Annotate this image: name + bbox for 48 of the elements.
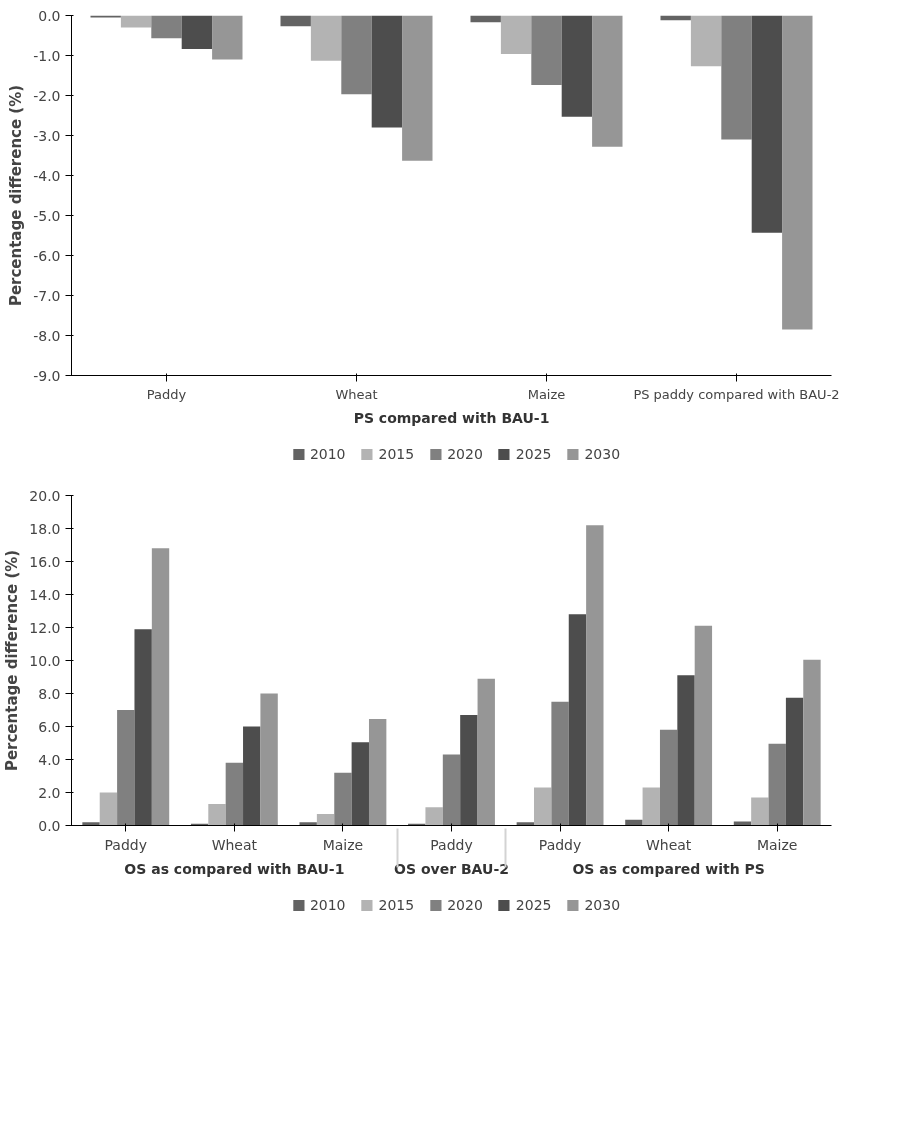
legend-label: 2010 — [309, 897, 346, 913]
y-tick-label: 18.0 — [29, 520, 61, 537]
text: OS as compared with BAU-1 — [124, 860, 345, 877]
legend-label: 2015 — [378, 897, 415, 913]
x-tick-label: Paddy — [538, 836, 582, 853]
x-tick-label: Maize — [322, 836, 364, 853]
legend-label: 2020 — [447, 446, 483, 462]
x-tick-label: Paddy — [430, 836, 473, 853]
text: PS compared with BAU-1 — [353, 409, 550, 426]
legend-label: 2010 — [309, 446, 346, 462]
x-tick-label: Paddy — [104, 836, 148, 853]
text: OS over BAU-2 — [394, 860, 509, 877]
y-tick-label: 2.0 — [38, 784, 61, 801]
legend-label: 2020 — [447, 897, 483, 913]
x-tick-label: Maize — [756, 836, 798, 853]
y-tick-label: 0.0 — [38, 7, 61, 24]
y-axis-title: Percentage difference (%) — [3, 549, 22, 772]
y-tick-label: 16.0 — [29, 553, 61, 570]
legend-label: 2025 — [515, 446, 552, 462]
legend-label: 2030 — [584, 446, 621, 462]
legend-label: 2015 — [378, 446, 415, 462]
y-axis-title: Percentage difference (%) — [7, 84, 26, 307]
x-tick-label: Maize — [527, 386, 566, 402]
y-tick-label: 0.0 — [38, 817, 61, 834]
y-tick-label: 4.0 — [38, 751, 61, 768]
y-tick-label: 10.0 — [29, 652, 61, 669]
x-tick-label: Wheat — [335, 386, 378, 402]
y-tick-label: 12.0 — [29, 619, 61, 636]
y-tick-label: -7.0 — [33, 287, 61, 304]
y-tick-label: -4.0 — [33, 167, 61, 184]
y-tick-label: -1.0 — [33, 47, 61, 64]
y-tick-label: 14.0 — [29, 586, 61, 603]
y-tick-label: -8.0 — [33, 327, 61, 344]
legend-label: 2030 — [584, 897, 621, 913]
x-tick-label: PS paddy compared with BAU-2 — [633, 386, 840, 402]
y-tick-label: -6.0 — [33, 247, 61, 264]
x-tick-label: Wheat — [211, 836, 258, 853]
y-tick-label: -9.0 — [33, 367, 61, 384]
legend-label: 2025 — [515, 897, 552, 913]
x-tick-label: Wheat — [645, 836, 692, 853]
y-tick-label: 8.0 — [38, 685, 61, 702]
text: OS as compared with PS — [572, 860, 765, 877]
y-tick-label: -5.0 — [33, 207, 61, 224]
x-tick-label: Paddy — [146, 386, 187, 402]
y-tick-label: 20.0 — [29, 487, 61, 504]
y-tick-label: 6.0 — [38, 718, 61, 735]
y-tick-label: -3.0 — [33, 127, 61, 144]
y-tick-label: -2.0 — [33, 87, 61, 104]
